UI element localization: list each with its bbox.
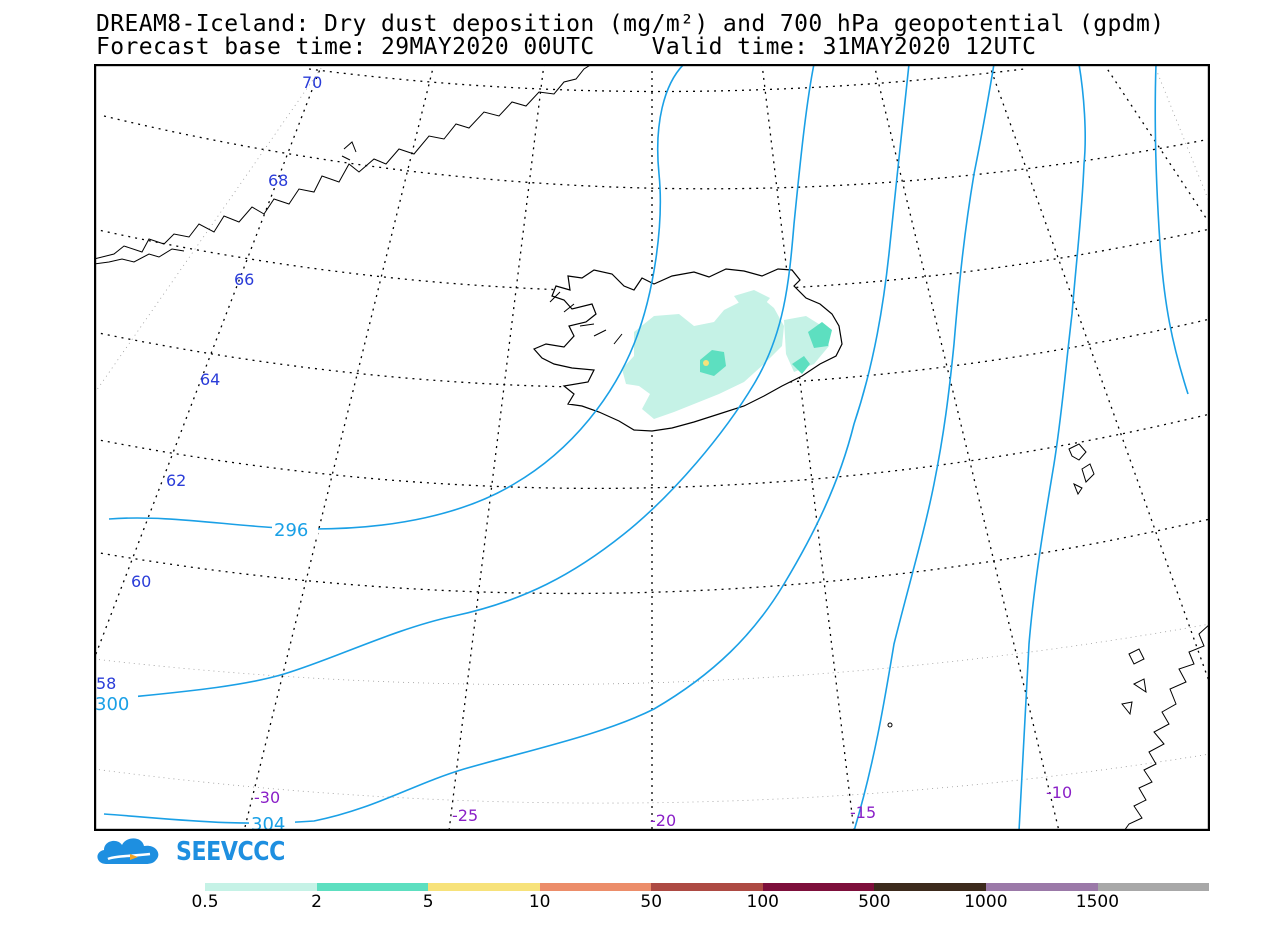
logo-text: SEEVCCC xyxy=(176,837,285,867)
colorbar-label: 1000 xyxy=(964,892,1008,912)
colorbar-segment xyxy=(316,883,429,891)
lon-label: -15 xyxy=(850,803,876,822)
colorbar-label: 1500 xyxy=(1075,892,1120,912)
lon-label: -30 xyxy=(254,788,280,807)
colorbar-segment xyxy=(1097,883,1210,891)
colorbar-segment xyxy=(539,883,652,891)
colorbar-label: 500 xyxy=(858,892,891,912)
cloud-icon xyxy=(97,838,159,864)
lat-label: 70 xyxy=(302,73,322,92)
colorbar-segment xyxy=(428,883,540,891)
contour-label: 296 xyxy=(274,520,308,541)
colorbar-label: 2 xyxy=(311,892,322,912)
colorbar-segment xyxy=(651,883,763,891)
lat-label: 66 xyxy=(234,270,254,289)
norway-islands xyxy=(1121,648,1147,716)
dust-deposition-map: 70 68 66 64 62 60 58 -30 -25 -20 -15 -10… xyxy=(94,64,1210,831)
colorbar-labels: 0.5 2 5 10 50 100 500 1000 1500 xyxy=(0,892,1271,914)
colorbar-segment xyxy=(985,883,1098,891)
greenland-coastline xyxy=(94,64,593,265)
colorbar-segment xyxy=(762,883,875,891)
latitude-labels: 70 68 66 64 62 60 58 xyxy=(96,73,322,693)
dust-deposition-shading xyxy=(622,290,832,419)
lat-label: 60 xyxy=(131,572,151,591)
lon-label: -25 xyxy=(452,806,478,825)
longitude-lines xyxy=(94,64,1210,831)
colorbar-label: 50 xyxy=(640,892,663,912)
colorbar-segment xyxy=(874,883,986,891)
lat-label: 68 xyxy=(268,171,288,190)
faroe-islands xyxy=(1068,443,1095,496)
colorbar-label: 10 xyxy=(528,892,551,912)
faint-graticule xyxy=(94,64,1210,804)
latitude-lines xyxy=(94,68,1210,595)
contour-label: 300 xyxy=(95,694,129,715)
colorbar-label: 5 xyxy=(422,892,434,912)
colorbar-label: 0.5 xyxy=(191,892,219,912)
lon-label: -10 xyxy=(1046,783,1072,802)
colorbar xyxy=(205,883,1210,891)
lat-label: 64 xyxy=(200,370,220,389)
map-title-line2: Forecast base time: 29MAY2020 00UTC Vali… xyxy=(96,34,1037,60)
geopotential-contours xyxy=(94,64,1189,831)
seevccc-logo: SEEVCCC xyxy=(94,834,304,870)
contour-label: 304 xyxy=(251,814,285,831)
colorbar-segment xyxy=(205,883,317,891)
lat-label: 58 xyxy=(96,674,116,693)
westfjords-detail xyxy=(549,291,623,345)
map-title-line1: DREAM8-Iceland: Dry dust deposition (mg/… xyxy=(96,11,1165,37)
lon-label: -20 xyxy=(650,811,676,830)
map-frame xyxy=(94,64,1210,831)
norway-coastline xyxy=(1123,623,1210,831)
longitude-labels: -30 -25 -20 -15 -10 xyxy=(254,783,1072,830)
colorbar-label: 100 xyxy=(746,892,779,912)
geopotential-labels: 296 300 304 xyxy=(94,518,318,831)
lat-label: 62 xyxy=(166,471,186,490)
